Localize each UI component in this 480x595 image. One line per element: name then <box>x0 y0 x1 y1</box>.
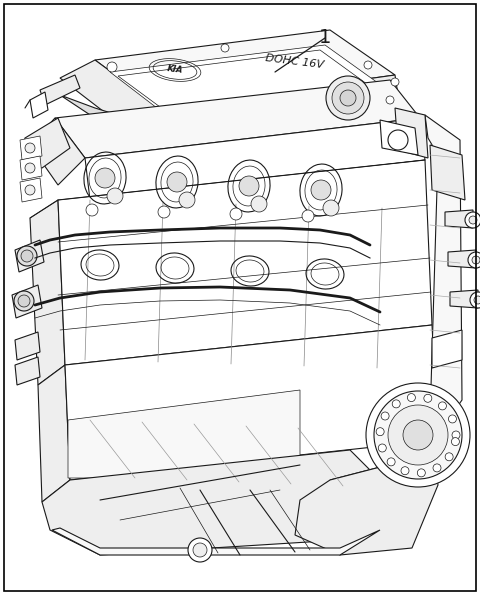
Circle shape <box>107 62 117 72</box>
Polygon shape <box>85 118 425 200</box>
Circle shape <box>408 393 415 402</box>
Polygon shape <box>15 357 40 385</box>
Circle shape <box>302 210 314 222</box>
Circle shape <box>221 44 229 52</box>
Circle shape <box>469 216 477 224</box>
Polygon shape <box>60 60 160 128</box>
Circle shape <box>376 428 384 436</box>
Polygon shape <box>52 528 380 555</box>
Circle shape <box>388 130 408 150</box>
Circle shape <box>95 168 115 188</box>
Polygon shape <box>65 325 438 480</box>
Polygon shape <box>22 118 70 168</box>
Circle shape <box>25 163 35 173</box>
Polygon shape <box>40 75 80 105</box>
Circle shape <box>374 391 462 479</box>
Circle shape <box>326 76 370 120</box>
Circle shape <box>107 188 123 204</box>
Circle shape <box>158 206 170 218</box>
Polygon shape <box>58 160 432 365</box>
Polygon shape <box>12 285 42 318</box>
Polygon shape <box>330 115 462 490</box>
Text: 1: 1 <box>319 28 331 47</box>
Circle shape <box>403 420 433 450</box>
Circle shape <box>417 469 425 477</box>
Circle shape <box>386 96 394 104</box>
Polygon shape <box>20 156 42 180</box>
Polygon shape <box>30 118 85 185</box>
Polygon shape <box>432 330 462 368</box>
Circle shape <box>239 176 259 196</box>
Circle shape <box>188 538 212 562</box>
Circle shape <box>340 90 356 106</box>
Polygon shape <box>15 332 40 360</box>
Circle shape <box>311 180 331 200</box>
Polygon shape <box>55 80 420 158</box>
Circle shape <box>391 78 399 86</box>
Circle shape <box>18 295 30 307</box>
Circle shape <box>474 296 480 304</box>
Circle shape <box>468 252 480 268</box>
Circle shape <box>381 412 389 420</box>
Text: DOHC 16V: DOHC 16V <box>265 54 325 71</box>
Polygon shape <box>448 250 476 268</box>
Polygon shape <box>95 30 395 108</box>
Circle shape <box>17 246 37 266</box>
Polygon shape <box>110 45 385 118</box>
Polygon shape <box>445 210 473 228</box>
Circle shape <box>424 394 432 402</box>
Circle shape <box>230 208 242 220</box>
Circle shape <box>465 212 480 228</box>
Polygon shape <box>30 92 48 118</box>
Circle shape <box>179 192 195 208</box>
Circle shape <box>21 250 33 262</box>
Polygon shape <box>42 450 380 555</box>
Circle shape <box>448 415 456 423</box>
Circle shape <box>193 543 207 557</box>
Circle shape <box>378 444 386 452</box>
Polygon shape <box>60 95 160 138</box>
Circle shape <box>14 291 34 311</box>
Circle shape <box>452 431 460 439</box>
Circle shape <box>387 458 395 466</box>
Polygon shape <box>15 240 44 272</box>
Polygon shape <box>295 420 438 555</box>
Polygon shape <box>430 145 465 200</box>
Circle shape <box>472 256 480 264</box>
Polygon shape <box>450 290 478 308</box>
Polygon shape <box>20 178 42 202</box>
Circle shape <box>167 172 187 192</box>
Circle shape <box>451 437 459 446</box>
Circle shape <box>86 204 98 216</box>
Polygon shape <box>395 108 428 158</box>
Circle shape <box>388 405 448 465</box>
Circle shape <box>433 464 441 472</box>
Circle shape <box>392 400 400 408</box>
Polygon shape <box>38 365 70 502</box>
Circle shape <box>251 196 267 212</box>
Circle shape <box>25 185 35 195</box>
Circle shape <box>25 143 35 153</box>
Polygon shape <box>160 75 400 140</box>
Text: KIA: KIA <box>167 64 183 76</box>
Circle shape <box>438 402 446 410</box>
Polygon shape <box>68 390 300 478</box>
Circle shape <box>364 61 372 69</box>
Circle shape <box>470 292 480 308</box>
Polygon shape <box>20 136 42 160</box>
Circle shape <box>401 466 409 475</box>
Polygon shape <box>30 200 65 385</box>
Circle shape <box>323 200 339 216</box>
Polygon shape <box>380 120 418 155</box>
Circle shape <box>366 383 470 487</box>
Circle shape <box>332 82 364 114</box>
Circle shape <box>445 453 453 461</box>
